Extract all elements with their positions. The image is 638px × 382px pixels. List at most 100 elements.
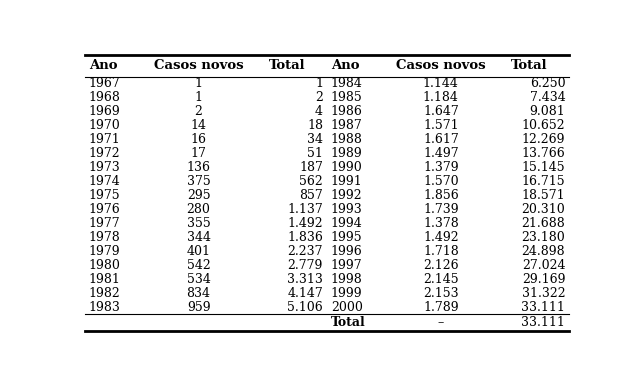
Text: 23.180: 23.180 (521, 231, 565, 244)
Text: 7.434: 7.434 (530, 91, 565, 104)
Text: 1972: 1972 (89, 147, 121, 160)
Text: 542: 542 (187, 259, 211, 272)
Text: 9.081: 9.081 (530, 105, 565, 118)
Text: 1: 1 (315, 77, 323, 90)
Text: 1.378: 1.378 (423, 217, 459, 230)
Text: 1985: 1985 (331, 91, 362, 104)
Text: 1.144: 1.144 (423, 77, 459, 90)
Text: 344: 344 (186, 231, 211, 244)
Text: 1989: 1989 (331, 147, 362, 160)
Text: 1991: 1991 (331, 175, 362, 188)
Text: 1975: 1975 (89, 189, 121, 202)
Text: 4.147: 4.147 (287, 286, 323, 299)
Text: 1.789: 1.789 (423, 301, 459, 314)
Text: 375: 375 (187, 175, 211, 188)
Text: 1973: 1973 (89, 161, 121, 174)
Text: 355: 355 (187, 217, 211, 230)
Text: 1978: 1978 (89, 231, 121, 244)
Text: 1987: 1987 (331, 119, 362, 132)
Text: 1992: 1992 (331, 189, 362, 202)
Text: Casos novos: Casos novos (396, 59, 486, 72)
Text: 857: 857 (299, 189, 323, 202)
Text: 1994: 1994 (331, 217, 362, 230)
Text: 33.111: 33.111 (521, 316, 565, 329)
Text: 29.169: 29.169 (522, 273, 565, 286)
Text: 16: 16 (191, 133, 207, 146)
Text: 1.647: 1.647 (423, 105, 459, 118)
Text: 18: 18 (307, 119, 323, 132)
Text: 1998: 1998 (331, 273, 362, 286)
Text: 33.111: 33.111 (521, 301, 565, 314)
Text: 5.106: 5.106 (287, 301, 323, 314)
Text: 1981: 1981 (89, 273, 121, 286)
Text: 2.153: 2.153 (423, 286, 459, 299)
Text: Total: Total (511, 59, 547, 72)
Text: 1982: 1982 (89, 286, 121, 299)
Text: 1971: 1971 (89, 133, 121, 146)
Text: 1988: 1988 (331, 133, 363, 146)
Text: 1990: 1990 (331, 161, 362, 174)
Text: 1.571: 1.571 (423, 119, 459, 132)
Text: Casos novos: Casos novos (154, 59, 243, 72)
Text: 27.024: 27.024 (522, 259, 565, 272)
Text: 1.497: 1.497 (423, 147, 459, 160)
Text: 16.715: 16.715 (522, 175, 565, 188)
Text: 1977: 1977 (89, 217, 121, 230)
Text: 959: 959 (187, 301, 211, 314)
Text: 51: 51 (307, 147, 323, 160)
Text: –: – (438, 316, 444, 329)
Text: 20.310: 20.310 (521, 203, 565, 216)
Text: 1983: 1983 (89, 301, 121, 314)
Text: 1.718: 1.718 (423, 245, 459, 258)
Text: 136: 136 (186, 161, 211, 174)
Text: 401: 401 (186, 245, 211, 258)
Text: 1.570: 1.570 (423, 175, 459, 188)
Text: 12.269: 12.269 (522, 133, 565, 146)
Text: 1.184: 1.184 (423, 91, 459, 104)
Text: 1979: 1979 (89, 245, 121, 258)
Text: Total: Total (331, 316, 366, 329)
Text: 2.126: 2.126 (423, 259, 459, 272)
Text: 1976: 1976 (89, 203, 121, 216)
Text: 1: 1 (195, 91, 203, 104)
Text: Ano: Ano (331, 59, 359, 72)
Text: 2000: 2000 (331, 301, 363, 314)
Text: 1980: 1980 (89, 259, 121, 272)
Text: 1.492: 1.492 (423, 231, 459, 244)
Text: 187: 187 (299, 161, 323, 174)
Text: 1.856: 1.856 (423, 189, 459, 202)
Text: 1974: 1974 (89, 175, 121, 188)
Text: 1.617: 1.617 (423, 133, 459, 146)
Text: 1993: 1993 (331, 203, 362, 216)
Text: 1969: 1969 (89, 105, 121, 118)
Text: 31.322: 31.322 (522, 286, 565, 299)
Text: 1: 1 (195, 77, 203, 90)
Text: 15.145: 15.145 (522, 161, 565, 174)
Text: 2.237: 2.237 (288, 245, 323, 258)
Text: 1.739: 1.739 (423, 203, 459, 216)
Text: 1967: 1967 (89, 77, 121, 90)
Text: 4: 4 (315, 105, 323, 118)
Text: 17: 17 (191, 147, 207, 160)
Text: 24.898: 24.898 (522, 245, 565, 258)
Text: 2: 2 (315, 91, 323, 104)
Text: 14: 14 (191, 119, 207, 132)
Text: 2.145: 2.145 (423, 273, 459, 286)
Text: 1997: 1997 (331, 259, 362, 272)
Text: 2.779: 2.779 (288, 259, 323, 272)
Text: 3.313: 3.313 (287, 273, 323, 286)
Text: 562: 562 (299, 175, 323, 188)
Text: 280: 280 (187, 203, 211, 216)
Text: 1.492: 1.492 (287, 217, 323, 230)
Text: 1986: 1986 (331, 105, 363, 118)
Text: 1.137: 1.137 (287, 203, 323, 216)
Text: Total: Total (269, 59, 306, 72)
Text: 2: 2 (195, 105, 202, 118)
Text: 1996: 1996 (331, 245, 362, 258)
Text: 1984: 1984 (331, 77, 363, 90)
Text: 534: 534 (187, 273, 211, 286)
Text: 6.250: 6.250 (530, 77, 565, 90)
Text: 834: 834 (186, 286, 211, 299)
Text: 1999: 1999 (331, 286, 362, 299)
Text: 13.766: 13.766 (521, 147, 565, 160)
